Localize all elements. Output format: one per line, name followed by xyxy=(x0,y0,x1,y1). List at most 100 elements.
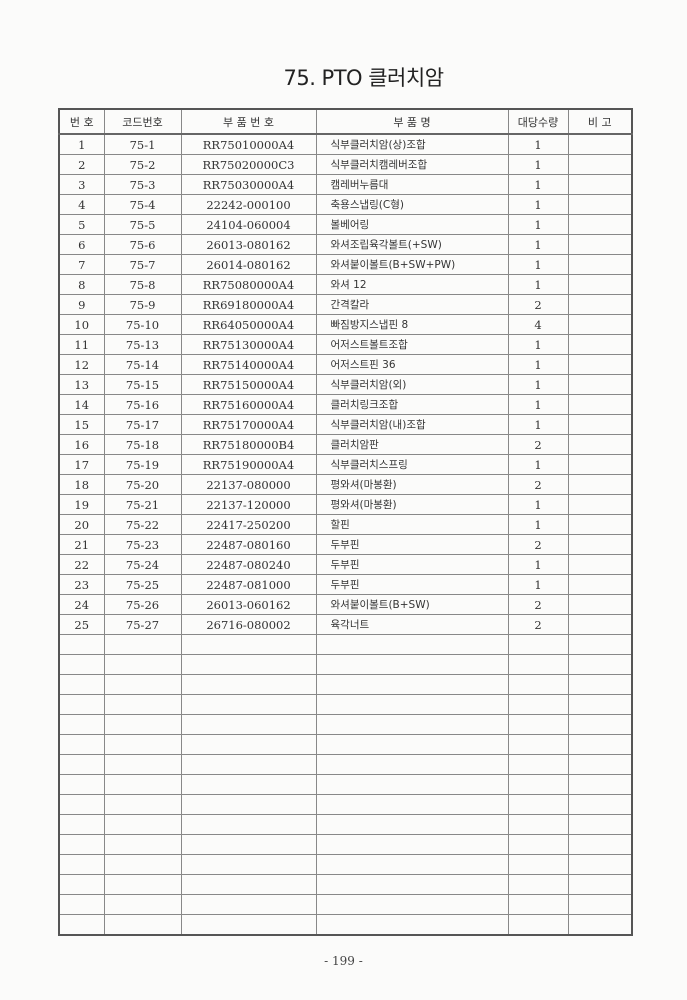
note-cell xyxy=(567,854,633,875)
code-number-cell: 75-6 xyxy=(103,234,182,255)
part-number-cell xyxy=(180,874,317,895)
quantity-cell xyxy=(507,834,569,855)
code-number-cell: 75-25 xyxy=(103,574,182,595)
quantity-cell xyxy=(507,654,569,675)
table-row: 13 75-15 RR75150000A4 식부클러치암(외) 1 xyxy=(58,374,633,395)
quantity-cell: 2 xyxy=(507,614,569,635)
quantity-cell: 1 xyxy=(507,154,569,175)
part-number-cell xyxy=(180,674,317,695)
part-number-cell: RR75190000A4 xyxy=(180,454,317,475)
part-number-cell: RR75160000A4 xyxy=(180,394,317,415)
note-cell xyxy=(567,374,633,395)
part-number-cell xyxy=(180,894,317,915)
note-cell xyxy=(567,174,633,195)
note-cell xyxy=(567,514,633,535)
part-name-cell xyxy=(315,894,509,915)
quantity-cell: 1 xyxy=(507,574,569,595)
code-number-cell xyxy=(103,734,182,755)
part-number-cell xyxy=(180,654,317,675)
table-row: 5 75-5 24104-060004 볼베어링 1 xyxy=(58,214,633,235)
table-row: 7 75-7 26014-080162 와셔붙이볼트(B+SW+PW) 1 xyxy=(58,254,633,275)
part-number-cell: 22242-000100 xyxy=(180,194,317,215)
row-number-cell: 23 xyxy=(58,574,105,595)
row-number-cell: 1 xyxy=(58,133,105,155)
row-number-cell xyxy=(58,894,105,915)
row-number-cell xyxy=(58,694,105,715)
quantity-cell: 1 xyxy=(507,334,569,355)
part-number-cell: RR75180000B4 xyxy=(180,434,317,455)
table-row: 12 75-14 RR75140000A4 어저스트핀 36 1 xyxy=(58,354,633,375)
code-number-cell: 75-5 xyxy=(103,214,182,235)
part-name-cell: 육각너트 xyxy=(315,614,509,635)
quantity-cell xyxy=(507,754,569,775)
part-name-cell xyxy=(315,654,509,675)
code-number-cell: 75-23 xyxy=(103,534,182,555)
code-number-cell: 75-1 xyxy=(103,133,182,155)
part-number-cell: RR75010000A4 xyxy=(180,133,317,155)
code-number-cell xyxy=(103,634,182,655)
note-cell xyxy=(567,594,633,615)
part-name-cell: 볼베어링 xyxy=(315,214,509,235)
note-cell xyxy=(567,274,633,295)
table-row xyxy=(58,914,633,936)
table-row: 9 75-9 RR69180000A4 간격칼라 2 xyxy=(58,294,633,315)
header-part-name: 부 품 명 xyxy=(315,108,509,135)
part-name-cell xyxy=(315,814,509,835)
table-row: 6 75-6 26013-080162 와셔조립육각볼트(+SW) 1 xyxy=(58,234,633,255)
quantity-cell: 1 xyxy=(507,254,569,275)
code-number-cell: 75-9 xyxy=(103,294,182,315)
row-number-cell xyxy=(58,874,105,895)
table-row xyxy=(58,814,633,835)
row-number-cell: 18 xyxy=(58,474,105,495)
note-cell xyxy=(567,214,633,235)
row-number-cell: 14 xyxy=(58,394,105,415)
part-name-cell: 어저스트볼트조합 xyxy=(315,334,509,355)
row-number-cell: 13 xyxy=(58,374,105,395)
table-row: 16 75-18 RR75180000B4 클러치암판 2 xyxy=(58,434,633,455)
part-name-cell: 클러치암판 xyxy=(315,434,509,455)
note-cell xyxy=(567,474,633,495)
table-row: 11 75-13 RR75130000A4 어저스트볼트조합 1 xyxy=(58,334,633,355)
table-row: 15 75-17 RR75170000A4 식부클러치암(내)조합 1 xyxy=(58,414,633,435)
part-number-cell: RR75020000C3 xyxy=(180,154,317,175)
part-name-cell: 클러치링크조합 xyxy=(315,394,509,415)
note-cell xyxy=(567,634,633,655)
quantity-cell: 1 xyxy=(507,194,569,215)
part-number-cell xyxy=(180,774,317,795)
table-row: 3 75-3 RR75030000A4 캠레버누름대 1 xyxy=(58,174,633,195)
table-row: 8 75-8 RR75080000A4 와셔 12 1 xyxy=(58,274,633,295)
quantity-cell: 1 xyxy=(507,274,569,295)
note-cell xyxy=(567,133,633,155)
table-row: 21 75-23 22487-080160 두부핀 2 xyxy=(58,534,633,555)
code-number-cell xyxy=(103,774,182,795)
note-cell xyxy=(567,894,633,915)
part-name-cell: 식부클러치암(외) xyxy=(315,374,509,395)
note-cell xyxy=(567,794,633,815)
quantity-cell xyxy=(507,674,569,695)
part-name-cell: 어저스트핀 36 xyxy=(315,354,509,375)
code-number-cell xyxy=(103,814,182,835)
quantity-cell: 1 xyxy=(507,554,569,575)
code-number-cell: 75-7 xyxy=(103,254,182,275)
page-title: 75. PTO 클러치암 xyxy=(283,66,444,90)
part-number-cell: 22487-080240 xyxy=(180,554,317,575)
code-number-cell: 75-26 xyxy=(103,594,182,615)
note-cell xyxy=(567,574,633,595)
part-name-cell xyxy=(315,834,509,855)
note-cell xyxy=(567,494,633,515)
quantity-cell xyxy=(507,774,569,795)
part-number-cell: 22137-120000 xyxy=(180,494,317,515)
code-number-cell: 75-15 xyxy=(103,374,182,395)
code-number-cell xyxy=(103,894,182,915)
row-number-cell: 9 xyxy=(58,294,105,315)
row-number-cell: 21 xyxy=(58,534,105,555)
part-number-cell: RR75140000A4 xyxy=(180,354,317,375)
note-cell xyxy=(567,414,633,435)
part-name-cell xyxy=(315,794,509,815)
table-row: 24 75-26 26013-060162 와셔붙이볼트(B+SW) 2 xyxy=(58,594,633,615)
row-number-cell: 8 xyxy=(58,274,105,295)
row-number-cell: 7 xyxy=(58,254,105,275)
code-number-cell: 75-8 xyxy=(103,274,182,295)
part-name-cell: 간격칼라 xyxy=(315,294,509,315)
table-row: 18 75-20 22137-080000 평와셔(마봉환) 2 xyxy=(58,474,633,495)
